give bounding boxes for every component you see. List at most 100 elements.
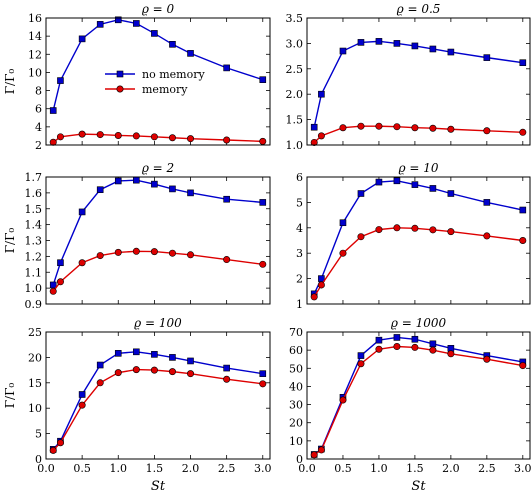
data-point-no-memory: [114, 177, 122, 185]
data-point-no-memory: [78, 35, 86, 43]
data-point-memory: [114, 369, 122, 377]
data-point-no-memory: [96, 361, 104, 369]
y-tick-label: 2.0: [286, 88, 304, 101]
y-tick-label: 2: [296, 273, 303, 286]
data-point-no-memory: [187, 357, 194, 365]
axes-frame: [306, 17, 531, 146]
x-tick-label: 2.5: [478, 462, 496, 475]
data-point-memory: [259, 380, 267, 388]
data-point-memory: [78, 401, 86, 409]
data-point-no-memory: [357, 190, 365, 197]
x-tick-label: 0.5: [334, 462, 352, 475]
y-tick-label: 1.2: [25, 250, 43, 263]
y-tick-label: 50: [289, 362, 303, 375]
y-tick-label: 1.5: [25, 203, 43, 216]
x-tick-label: 3.0: [254, 462, 272, 475]
y-tick-label: 10: [289, 435, 303, 448]
panel-3: ϱ = 2 0.9 1.0 1.1 1.2 1.3 1.4 1.5 1.6 1.7 Γ/Γ₀: [3, 161, 271, 311]
panel-4: ϱ = 10 1 2 3 4 5 6: [296, 161, 531, 311]
data-point-memory: [483, 127, 491, 135]
series-line-memory: [52, 368, 263, 451]
y-tick-label: 5: [296, 196, 303, 209]
data-point-memory: [150, 248, 158, 256]
data-point-no-memory: [357, 352, 365, 359]
legend: no memory memory: [105, 68, 205, 96]
data-point-memory: [150, 133, 158, 141]
y-tick-label: 2.5: [286, 63, 304, 76]
y-tick-label: 3: [296, 247, 303, 260]
data-point-memory: [393, 224, 401, 232]
axes-frame: [45, 17, 271, 146]
data-point-no-memory: [133, 20, 140, 27]
data-point-memory: [411, 343, 419, 351]
legend-label: no memory: [142, 68, 205, 81]
data-point-memory: [114, 131, 122, 139]
data-point-memory: [114, 248, 122, 256]
data-point-no-memory: [357, 39, 365, 46]
data-point-memory: [56, 278, 64, 286]
data-point-memory: [339, 396, 347, 404]
data-point-memory: [447, 228, 455, 236]
data-point-memory: [483, 355, 491, 363]
legend-marker-memory: [116, 85, 124, 93]
panel-title: ϱ = 2: [142, 161, 174, 175]
y-tick-label: 2: [35, 139, 42, 152]
data-point-memory: [375, 226, 383, 234]
data-point-no-memory: [78, 391, 86, 398]
data-point-memory: [339, 249, 347, 257]
data-point-no-memory: [169, 41, 176, 48]
y-tick-label: 25: [28, 326, 42, 339]
data-point-memory: [357, 122, 365, 130]
data-point-memory: [168, 249, 176, 257]
y-tick-label: 10: [28, 66, 42, 79]
data-point-memory: [411, 124, 419, 132]
y-tick-label: 5: [35, 428, 42, 441]
data-point-memory: [519, 237, 527, 245]
y-tick-label: 3.5: [286, 12, 304, 25]
data-point-memory: [310, 451, 318, 459]
y-tick-label: 1.7: [25, 171, 43, 184]
data-point-memory: [429, 346, 437, 354]
y-tick-label: 70: [289, 326, 303, 339]
x-tick-label: 2.0: [182, 462, 200, 475]
data-point-no-memory: [310, 123, 318, 131]
y-tick-label: 1.0: [25, 282, 43, 295]
panel-title: ϱ = 10: [398, 161, 438, 175]
y-tick-label: 1: [296, 298, 303, 311]
panel-title: ϱ = 0: [142, 2, 175, 16]
data-point-memory: [411, 224, 419, 232]
data-point-memory: [168, 134, 176, 142]
y-axis-label: Γ/Γ₀: [3, 383, 17, 409]
data-point-no-memory: [259, 76, 267, 83]
data-point-memory: [429, 226, 437, 234]
data-point-no-memory: [114, 350, 122, 357]
axes-frame: [306, 176, 531, 305]
y-tick-label: 1.6: [25, 187, 43, 200]
data-point-no-memory: [151, 180, 158, 188]
data-point-memory: [56, 439, 64, 447]
data-point-no-memory: [57, 77, 64, 84]
y-tick-label: 60: [289, 344, 303, 357]
data-point-memory: [96, 131, 104, 139]
y-tick-label: 3.0: [286, 37, 304, 50]
data-point-memory: [49, 446, 57, 454]
data-point-memory: [96, 379, 104, 387]
data-point-no-memory: [318, 90, 325, 98]
data-point-no-memory: [375, 38, 383, 45]
data-point-memory: [317, 446, 325, 454]
x-tick-label: 2.5: [218, 462, 236, 475]
data-point-no-memory: [375, 336, 383, 344]
data-point-no-memory: [259, 199, 267, 206]
data-point-no-memory: [429, 340, 437, 348]
data-point-memory: [223, 136, 231, 144]
data-point-no-memory: [429, 185, 437, 192]
data-point-memory: [519, 362, 527, 370]
y-axis-label: Γ/Γ₀: [3, 69, 17, 95]
data-point-memory: [447, 125, 455, 133]
data-point-no-memory: [519, 206, 527, 214]
y-tick-label: 1.0: [286, 139, 304, 152]
data-point-memory: [259, 260, 267, 268]
y-tick-label: 4: [296, 222, 303, 235]
y-tick-label: 12: [28, 48, 42, 61]
